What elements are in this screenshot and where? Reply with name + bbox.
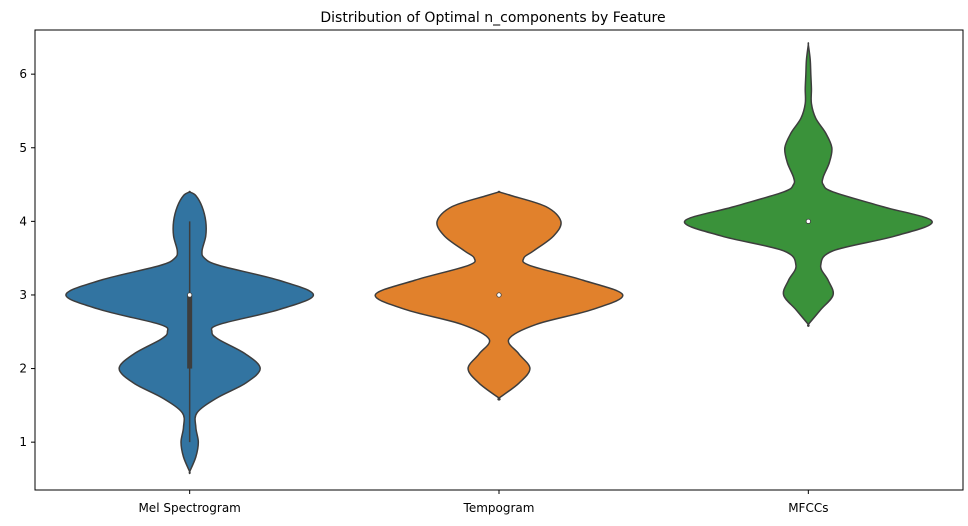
y-tick-label-5: 5 <box>19 141 27 155</box>
x-tick-label-3: MFCCs <box>788 501 828 515</box>
violin-3 <box>683 42 933 327</box>
y-axis: 1 2 3 4 5 6 <box>19 67 35 449</box>
inner-boxplots <box>187 218 811 443</box>
y-tick-label-6: 6 <box>19 67 27 81</box>
violins <box>65 42 933 475</box>
y-tick-label-4: 4 <box>19 214 27 228</box>
median-marker-3 <box>805 218 811 224</box>
chart-title: Distribution of Optimal n_components by … <box>320 10 665 26</box>
median-marker-1 <box>187 292 193 298</box>
y-tick-label-1: 1 <box>19 435 27 449</box>
x-tick-label-1: Mel Spectrogram <box>138 501 240 515</box>
iqr-box-1 <box>187 294 193 369</box>
median-marker-2 <box>496 292 502 298</box>
x-axis: Mel Spectrogram Tempogram MFCCs <box>138 490 828 515</box>
y-tick-label-3: 3 <box>19 288 27 302</box>
y-tick-label-2: 2 <box>19 362 27 376</box>
x-tick-label-2: Tempogram <box>463 501 535 515</box>
